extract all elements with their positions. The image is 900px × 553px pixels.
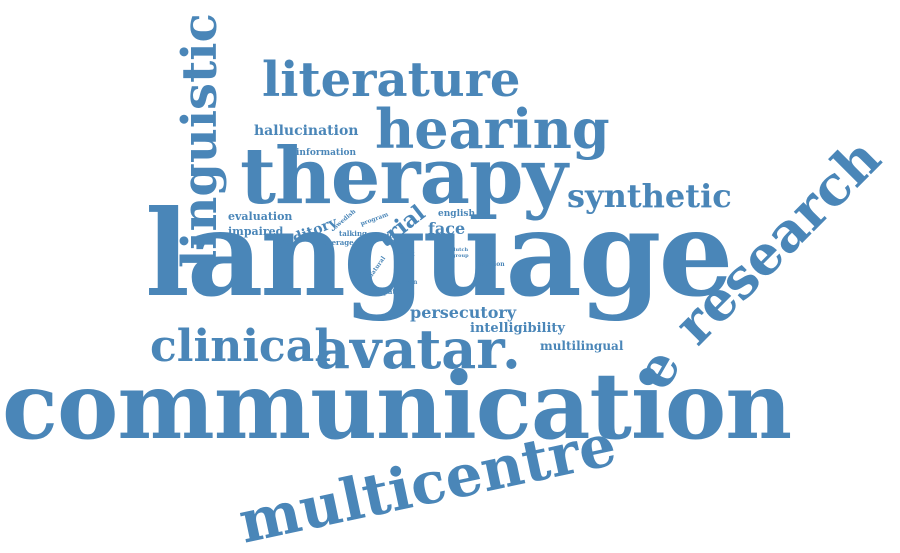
word-average: average — [323, 238, 354, 247]
word-face: face — [428, 219, 466, 238]
word-persecutory: persecutory — [410, 303, 517, 322]
word-avatar: avatar — [315, 317, 505, 381]
word-evaluation: evaluation — [228, 210, 293, 223]
word-dot: . — [502, 317, 521, 381]
word-linguistic: linguistic — [172, 13, 228, 268]
word-english: english — [438, 209, 476, 219]
word-impaired: impaired — [228, 225, 284, 238]
word-literature: literature — [262, 52, 521, 108]
word-hallucination: hallucination — [254, 123, 359, 139]
word-human: human — [394, 279, 418, 286]
word-voice: voice — [378, 231, 399, 240]
word-patient: patient — [383, 287, 412, 296]
word-dutch: dutch — [452, 247, 469, 253]
word-hearing: hearing — [375, 97, 610, 161]
word-session: session — [480, 261, 505, 268]
word-information: information — [296, 148, 357, 158]
word-multilingual: multilingual — [540, 339, 624, 353]
word-group: group — [452, 253, 469, 259]
word-talking: talking — [339, 229, 367, 238]
word-language: language — [145, 184, 733, 323]
word-therapy: therapy — [240, 131, 568, 222]
word-intelligibility: intelligibility — [470, 321, 565, 336]
word-work: work — [398, 251, 415, 258]
word-synthetic: synthetic — [567, 177, 732, 215]
word-communication: communication — [2, 352, 792, 460]
word-clinical: clinical — [150, 321, 331, 372]
